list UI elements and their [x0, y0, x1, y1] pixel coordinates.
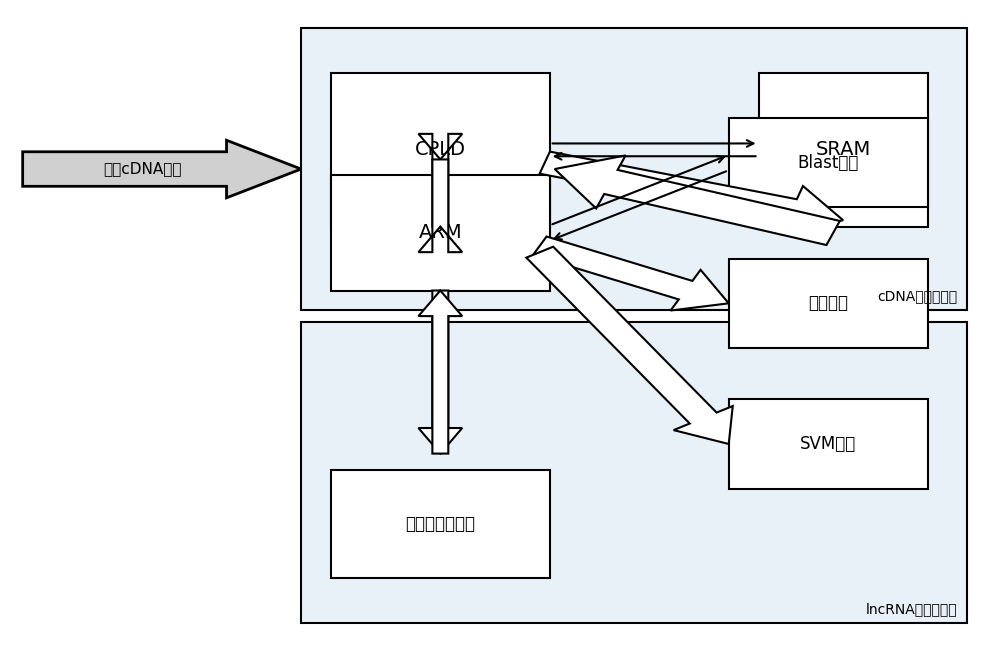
Polygon shape	[418, 159, 462, 252]
Bar	[729, 399, 928, 489]
Polygon shape	[540, 152, 843, 235]
Text: lncRNA筛选及分类: lncRNA筛选及分类	[866, 602, 957, 617]
Text: 输入cDNA序列: 输入cDNA序列	[103, 161, 181, 177]
Bar	[729, 118, 928, 208]
Polygon shape	[555, 155, 840, 245]
Bar	[301, 322, 967, 623]
Polygon shape	[418, 134, 462, 226]
Text: ARM: ARM	[419, 223, 462, 243]
Polygon shape	[418, 290, 462, 453]
Bar	[301, 28, 967, 310]
Bar	[331, 470, 550, 579]
Polygon shape	[418, 290, 462, 453]
Text: cDNA序列预处理: cDNA序列预处理	[877, 290, 957, 303]
Text: SVM建模: SVM建模	[800, 435, 856, 453]
Bar	[331, 73, 550, 226]
Polygon shape	[526, 246, 733, 444]
Bar	[729, 259, 928, 348]
Polygon shape	[23, 140, 301, 198]
Polygon shape	[533, 237, 729, 310]
Text: SRAM: SRAM	[815, 141, 871, 159]
Text: Blast比对: Blast比对	[797, 154, 859, 172]
Text: 结构预测: 结构预测	[808, 294, 848, 312]
Text: CPLD: CPLD	[415, 141, 466, 159]
Bar	[759, 73, 928, 226]
Bar	[331, 175, 550, 290]
Text: 建立结构特征集: 建立结构特征集	[405, 515, 475, 533]
